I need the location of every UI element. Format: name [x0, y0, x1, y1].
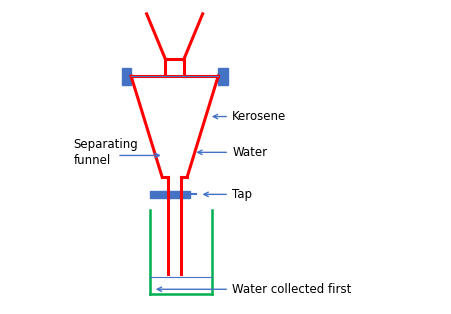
Bar [218, 68, 227, 85]
Text: Water collected first: Water collected first [232, 283, 351, 296]
Bar [149, 191, 190, 198]
Text: Water: Water [232, 146, 267, 159]
Text: funnel: funnel [74, 154, 110, 167]
Bar [121, 68, 131, 85]
Text: Separating: Separating [74, 138, 138, 151]
Text: Kerosene: Kerosene [232, 110, 286, 123]
Text: Tap: Tap [232, 188, 252, 201]
